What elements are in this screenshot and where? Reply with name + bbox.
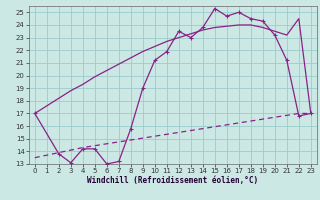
X-axis label: Windchill (Refroidissement éolien,°C): Windchill (Refroidissement éolien,°C) bbox=[87, 176, 258, 185]
